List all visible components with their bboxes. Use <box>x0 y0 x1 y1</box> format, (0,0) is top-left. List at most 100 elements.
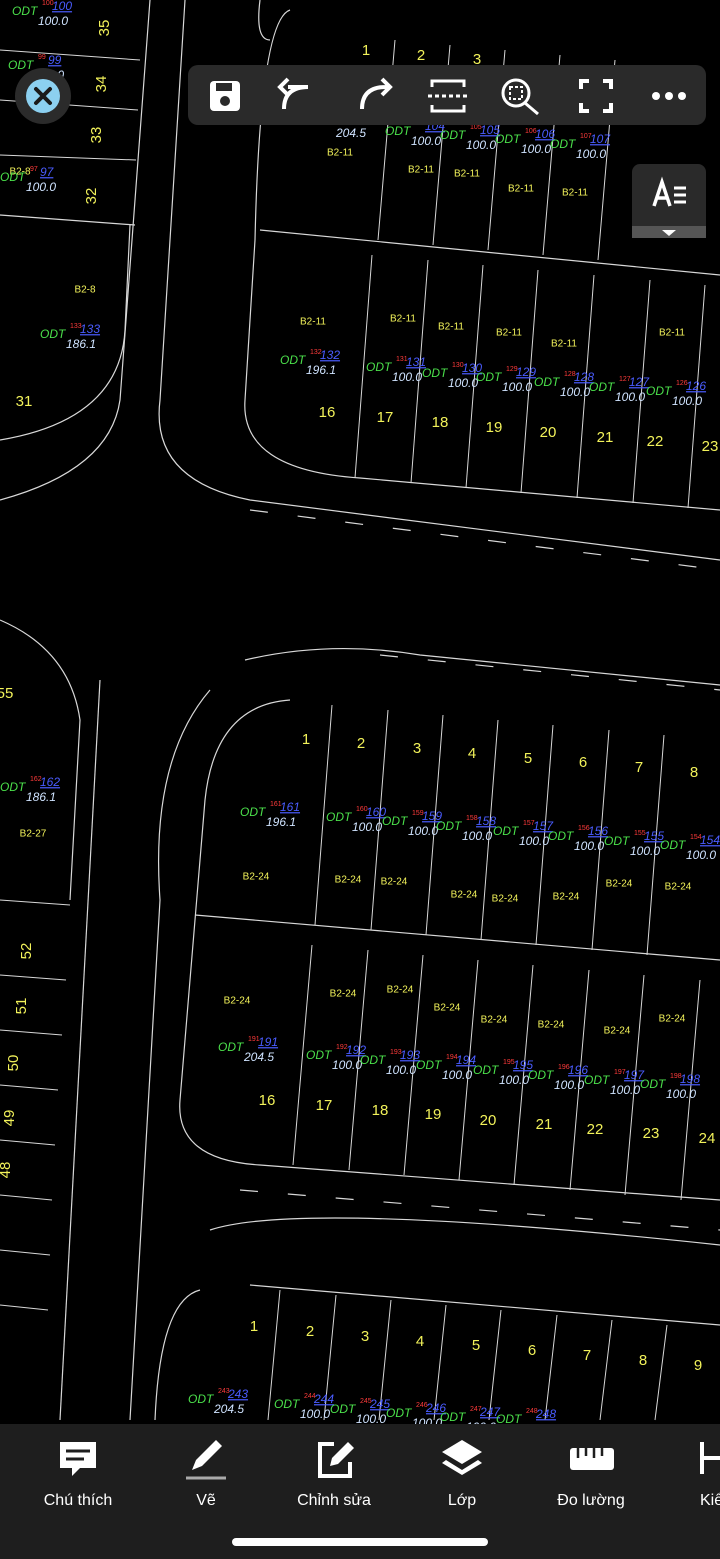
lot-number: 2 <box>417 47 425 64</box>
land-type: ODT <box>188 1392 215 1406</box>
style-icon <box>700 1442 720 1474</box>
lot-number: 21 <box>597 429 614 446</box>
block-code: B2-24 <box>451 890 478 901</box>
close-button[interactable] <box>13 66 73 126</box>
parcel-id: 107 <box>590 132 611 146</box>
lot-number: 2 <box>357 735 365 752</box>
block-code: B2-24 <box>481 1015 508 1026</box>
land-type: ODT <box>326 810 353 824</box>
land-type: ODT <box>495 132 522 146</box>
home-indicator <box>232 1538 488 1546</box>
lot-number: 51 <box>13 998 30 1015</box>
parcel-id-small: 196 <box>558 1064 570 1071</box>
lot-number: 33 <box>88 127 105 144</box>
land-type: ODT <box>416 1058 443 1072</box>
land-type: ODT <box>240 805 267 819</box>
parcel-id: 193 <box>400 1048 420 1062</box>
parcel-id-small: 133 <box>70 323 82 330</box>
parcel-id-small: 198 <box>670 1073 682 1080</box>
parcel-id-small: 156 <box>578 825 590 832</box>
land-type: ODT <box>440 128 467 142</box>
parcel-id-small: 162 <box>30 776 42 783</box>
tab-label[interactable]: Đo lường <box>557 1492 624 1509</box>
land-type: ODT <box>584 1073 611 1087</box>
text-style-button[interactable] <box>632 164 708 240</box>
block-code: B2-24 <box>538 1020 565 1031</box>
land-type: ODT <box>640 1077 667 1091</box>
parcel-id-small: 157 <box>523 820 535 827</box>
parcel-area: 100.0 <box>615 390 645 404</box>
parcel-area: 100.0 <box>521 142 551 156</box>
block-code: B2-11 <box>508 184 534 195</box>
parcel-id-small: 154 <box>690 834 702 841</box>
land-type: ODT <box>40 327 67 341</box>
undo-button[interactable] <box>277 77 309 110</box>
tab-label[interactable]: Lớp <box>448 1492 476 1509</box>
parcel-id-small: 194 <box>446 1054 458 1061</box>
lot-number: 7 <box>635 759 643 776</box>
parcel-area: 100.0 <box>332 1058 362 1072</box>
tab-label[interactable]: Vẽ <box>196 1492 216 1509</box>
save-button[interactable] <box>210 81 240 111</box>
parcel-id-small: 197 <box>614 1069 626 1076</box>
parcel-area: 100.0 <box>386 1063 416 1077</box>
land-type: ODT <box>473 1063 500 1077</box>
lot-number: 23 <box>702 438 719 455</box>
parcel-id-small: 158 <box>466 815 478 822</box>
parcel-id-small: 192 <box>336 1044 348 1051</box>
lot-number: 48 <box>0 1162 14 1179</box>
zoom-button[interactable] <box>501 78 539 116</box>
lot-number: 7 <box>583 1347 591 1364</box>
fullscreen-button[interactable] <box>579 79 613 113</box>
parcel-id: 97 <box>40 165 55 179</box>
edit-icon <box>318 1442 354 1478</box>
parcel-area: 100.0 <box>666 1087 696 1101</box>
redo-button[interactable] <box>360 77 393 110</box>
parcel-id: 155 <box>644 829 664 843</box>
parcel-id: 192 <box>346 1043 366 1057</box>
tab-label[interactable]: Kiểu <box>700 1491 720 1509</box>
parcel-id-small: 245 <box>360 1398 372 1405</box>
parcel-id: 191 <box>258 1035 278 1049</box>
more-button[interactable] <box>652 92 686 100</box>
parcel-area: 100.0 <box>630 844 660 858</box>
tab-label[interactable]: Chú thích <box>44 1492 112 1509</box>
parcel-area: 100.0 <box>442 1068 472 1082</box>
lot-number: 18 <box>372 1102 389 1119</box>
parcel-id-small: 160 <box>356 806 368 813</box>
parcel-id: 158 <box>476 814 496 828</box>
parcel-id: 246 <box>425 1401 446 1415</box>
parcel-id-small: 246 <box>416 1402 428 1409</box>
block-code: B2-24 <box>604 1026 631 1037</box>
lot-number: 50 <box>5 1055 22 1072</box>
parcel-area: 100.0 <box>462 829 492 843</box>
block-code: B2-8 <box>74 285 96 296</box>
parcel-id: 157 <box>533 819 554 833</box>
land-type: ODT <box>385 124 412 138</box>
land-type: ODT <box>534 375 561 389</box>
parcel-id-small: 99 <box>38 54 46 61</box>
parcel-id: 194 <box>456 1053 476 1067</box>
toolbar <box>188 65 706 125</box>
parcel-id-small: 193 <box>390 1049 402 1056</box>
parcel-area: 204.5 <box>243 1050 274 1064</box>
lot-number: 21 <box>536 1116 553 1133</box>
parcel-id-small: 131 <box>396 356 408 363</box>
parcel-id: 196 <box>568 1063 588 1077</box>
block-code: B2-24 <box>243 872 270 883</box>
annotate-icon <box>60 1442 96 1476</box>
land-type: ODT <box>218 1040 245 1054</box>
parcel-id-small: 105 <box>470 124 482 131</box>
parcel-id: 154 <box>700 833 720 847</box>
parcel-id-small: 243 <box>218 1388 230 1395</box>
lot-number: 32 <box>83 188 100 205</box>
parcel-id: 162 <box>40 775 60 789</box>
parcel-id: 197 <box>624 1068 645 1082</box>
land-type: ODT <box>382 814 409 828</box>
crop-button[interactable] <box>428 79 468 113</box>
parcel-id: 161 <box>280 800 300 814</box>
parcel-id-small: 127 <box>619 376 631 383</box>
tab-label[interactable]: Chỉnh sửa <box>297 1492 371 1509</box>
parcel-id-small: 248 <box>526 1408 538 1415</box>
